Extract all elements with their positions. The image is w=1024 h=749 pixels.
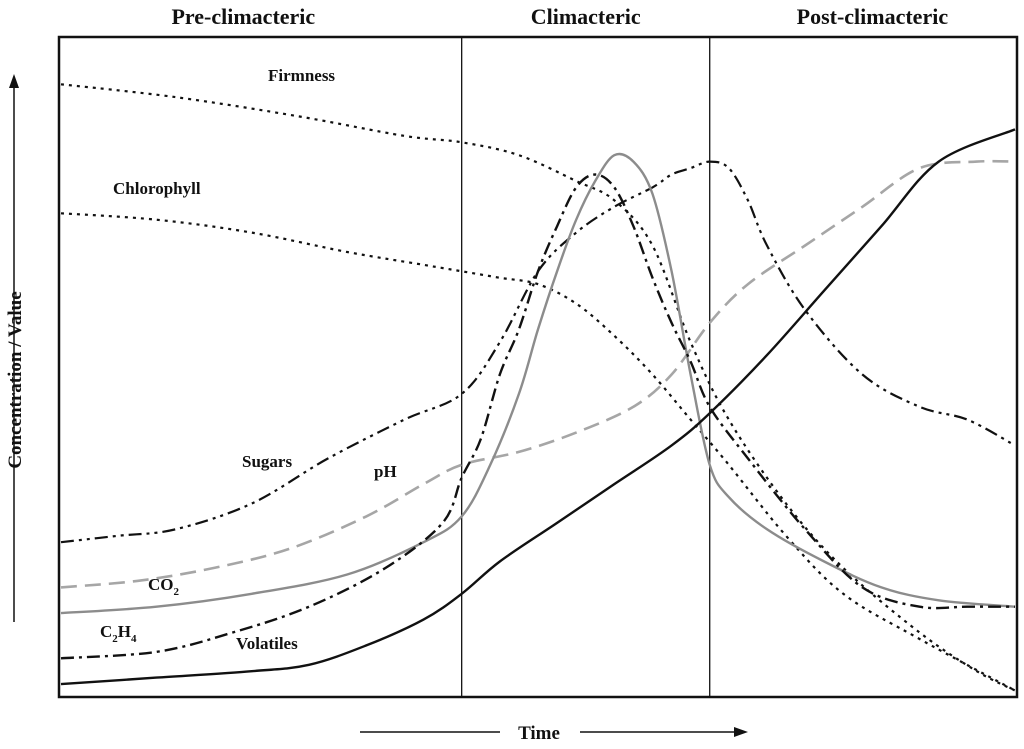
series-label-c2h4: C2H4 xyxy=(100,622,137,645)
series-label-firmness: Firmness xyxy=(268,66,335,85)
series-label-ph: pH xyxy=(374,462,397,481)
series-line-volatiles xyxy=(60,128,1016,686)
phase-dividers xyxy=(461,37,711,697)
series-line-chlorophyll xyxy=(60,212,1016,692)
phase-title-climacteric: Climacteric xyxy=(531,4,641,29)
series-lines xyxy=(60,83,1016,692)
series-labels: Firmness Chlorophyll Sugars pH CO2 C2H4 Volati… xyxy=(100,66,397,653)
series-line-sugars xyxy=(60,160,1016,544)
y-axis-label: Concentration / Value xyxy=(5,291,26,468)
series-label-co2: CO2 xyxy=(148,575,180,598)
series-label-chlorophyll: Chlorophyll xyxy=(113,179,201,198)
y-axis-arrowhead xyxy=(9,74,19,88)
phase-title-pre-climacteric: Pre-climacteric xyxy=(171,4,315,29)
series-label-volatiles: Volatiles xyxy=(236,634,298,653)
phase-titles: Pre-climacteric Climacteric Post-climacter… xyxy=(171,4,948,29)
series-line-ph xyxy=(60,159,1016,589)
x-axis-label: Time xyxy=(518,723,560,744)
series-line-co2 xyxy=(60,152,1016,615)
x-axis: Time xyxy=(360,723,748,744)
series-line-firmness xyxy=(60,83,1016,692)
y-axis: Concentration / Value xyxy=(5,74,26,622)
series-line-c2h4 xyxy=(60,173,1015,660)
phase-title-post-climacteric: Post-climacteric xyxy=(797,4,949,29)
plot-frame xyxy=(57,35,1019,699)
series-label-sugars: Sugars xyxy=(242,452,292,471)
x-axis-arrowhead xyxy=(734,727,748,737)
